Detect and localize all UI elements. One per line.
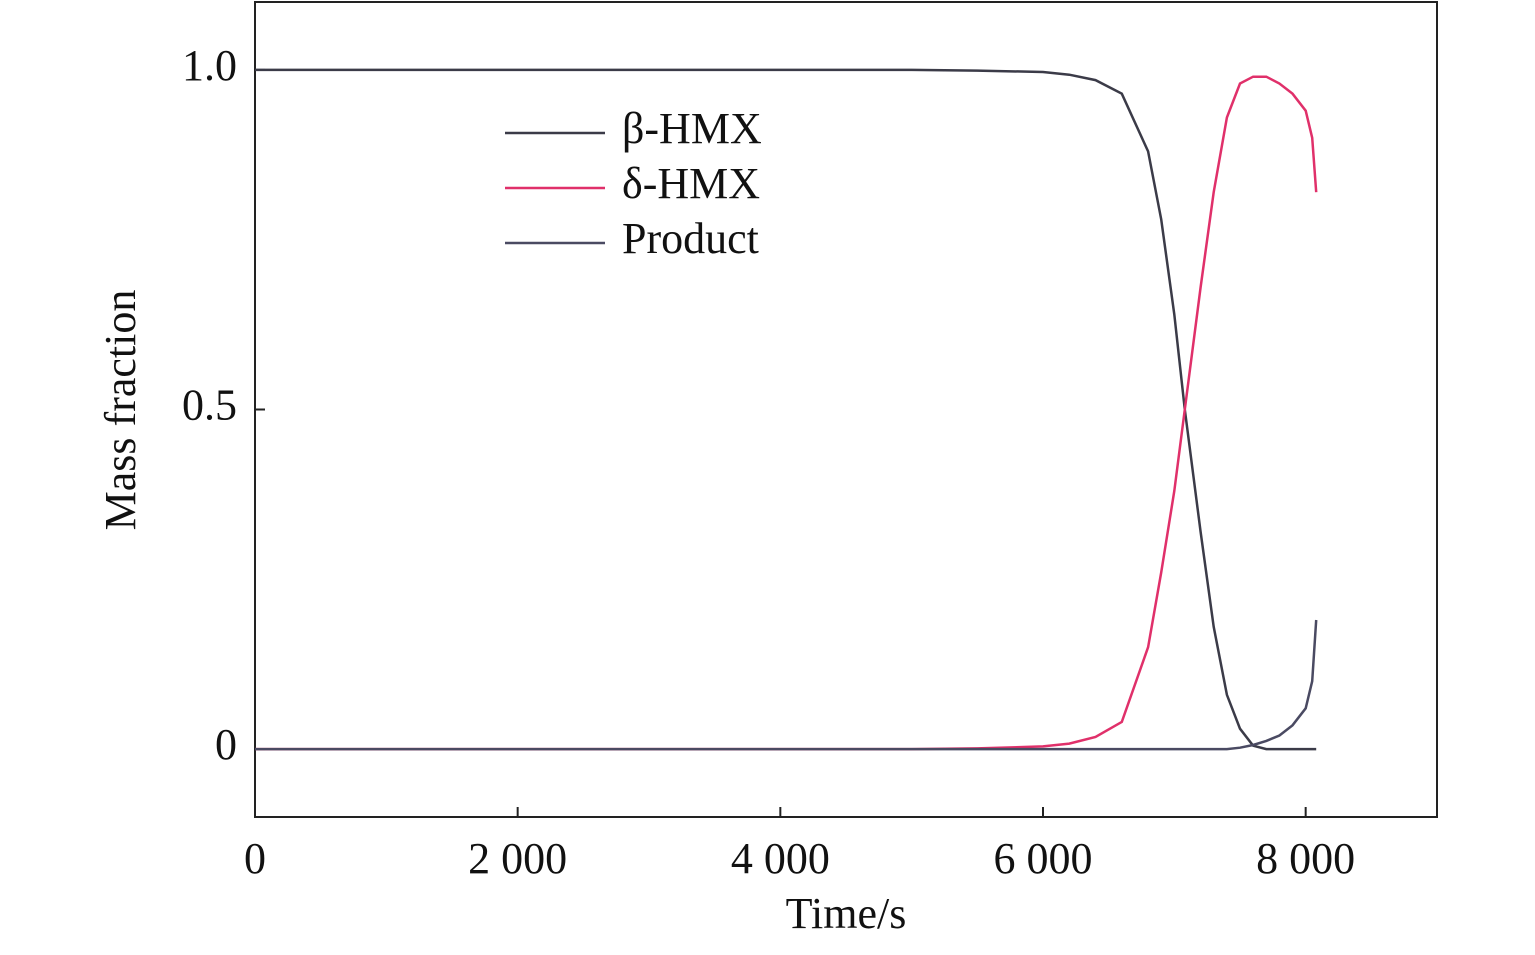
x-tick-label: 0 [244, 834, 266, 883]
series-line [255, 75, 1318, 751]
x-axis-label: Time/s [786, 889, 907, 938]
legend-label: δ-HMX [622, 159, 760, 208]
plot-frame [254, 1, 1438, 818]
y-axis-label: Mass fraction [96, 290, 145, 531]
series-line [255, 68, 1317, 751]
legend-label: β-HMX [622, 104, 762, 153]
y-tick-label: 0.5 [182, 381, 237, 430]
x-tick-label: 4 000 [731, 834, 830, 883]
x-tick-label: 8 000 [1256, 834, 1355, 883]
y-tick-label: 1.0 [182, 41, 237, 90]
y-tick-label: 0 [215, 720, 237, 769]
legend-label: Product [622, 214, 759, 263]
x-tick-label: 2 000 [468, 834, 567, 883]
series-line [255, 619, 1318, 751]
x-tick-label: 6 000 [994, 834, 1093, 883]
